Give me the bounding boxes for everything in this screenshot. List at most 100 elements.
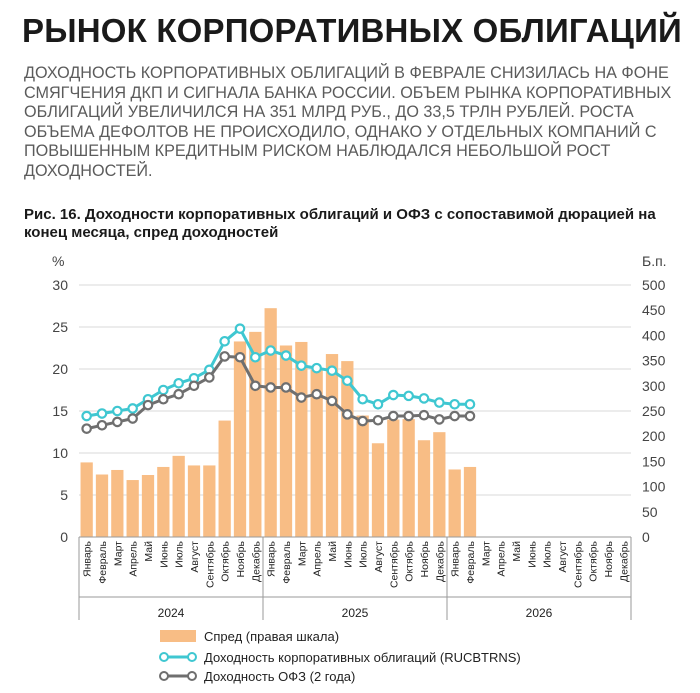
spread-bar (341, 361, 354, 537)
corporate-point (311, 362, 322, 374)
ofz-point (434, 414, 445, 425)
corporate-point (112, 405, 123, 417)
corporate-point (403, 390, 414, 402)
spread-bar (187, 465, 201, 537)
corporate-point (434, 397, 445, 408)
legend-label-spread: Спред (правая шкала) (204, 629, 339, 644)
month-label: Октябрь (220, 540, 232, 581)
spread-bar (433, 432, 446, 537)
right-tick-label: 450 (642, 302, 666, 318)
month-label: Май (143, 541, 155, 562)
month-label: Май (511, 541, 523, 562)
spread-bar (448, 469, 461, 537)
month-label: Январь (82, 540, 94, 577)
axes: 0510152025300501001502002503003504004505… (52, 253, 667, 620)
ofz-point (372, 414, 384, 426)
left-tick-label: 25 (52, 319, 68, 335)
ofz-point (464, 410, 476, 422)
ofz-point (188, 380, 200, 392)
spread-bar (371, 443, 385, 537)
ofz-point (265, 382, 276, 393)
month-label: Апрель (128, 540, 140, 576)
ofz-point (96, 419, 108, 431)
month-label: Сентябрь (388, 540, 400, 588)
ofz-point (250, 380, 261, 392)
month-label: Февраль (97, 540, 109, 583)
spread-bar (417, 440, 431, 537)
spread-bar (356, 415, 369, 537)
month-label: Ноябрь (419, 540, 431, 577)
month-label: Декабрь (434, 540, 446, 581)
spread-bar (172, 455, 185, 537)
spread-bar (233, 341, 247, 537)
corporate-point (234, 323, 246, 334)
right-tick-label: 350 (642, 353, 666, 369)
legend-marker-ofz (159, 671, 169, 681)
corporate-point (219, 335, 230, 347)
corporate-point (250, 351, 261, 363)
ofz-point (127, 413, 138, 424)
right-tick-label: 250 (642, 403, 666, 419)
right-axis-unit: Б.п. (642, 253, 667, 269)
corporate-point (357, 393, 368, 405)
year-label: 2024 (158, 606, 185, 620)
left-axis-unit: % (52, 253, 64, 269)
month-label: Сентябрь (572, 540, 584, 588)
month-label: Июль (358, 540, 370, 567)
month-label: Февраль (465, 540, 477, 583)
month-label: Май (327, 541, 339, 562)
spread-bar (264, 308, 277, 537)
ofz-point (388, 410, 399, 422)
spread-bar (80, 462, 93, 537)
spread-bar (218, 420, 231, 537)
spread-bar (402, 419, 415, 537)
spread-bar (141, 475, 155, 537)
corporate-point (265, 345, 276, 356)
spread-bar (279, 345, 293, 537)
spread-bar (126, 480, 139, 537)
month-label: Июнь (158, 540, 170, 567)
month-label: Август (557, 541, 569, 573)
spread-bar (463, 466, 477, 537)
ofz-point (296, 392, 307, 403)
ofz-point (311, 388, 322, 400)
spread-bar (111, 469, 124, 537)
left-tick-label: 5 (60, 487, 68, 503)
month-label: Август (189, 541, 201, 573)
legend-swatch-spread (160, 630, 196, 642)
ofz-point (280, 382, 292, 393)
spread-bars (80, 308, 477, 537)
month-label: Август (373, 541, 385, 573)
spread-bar (310, 369, 323, 537)
ofz-point (403, 410, 414, 422)
month-label: Ноябрь (235, 540, 247, 577)
ofz-point (112, 416, 123, 428)
month-label: Июль (542, 540, 554, 567)
ofz-point (326, 395, 338, 407)
month-label: Декабрь (250, 540, 262, 581)
legend-marker-corporate (159, 652, 169, 662)
corporate-point (81, 410, 92, 422)
spread-bar (157, 466, 170, 537)
spread-bar (295, 341, 308, 537)
corporate-point (372, 398, 384, 410)
right-tick-label: 50 (642, 504, 658, 520)
legend-marker-ofz (187, 671, 197, 681)
ofz-point (449, 410, 460, 422)
month-label: Апрель (312, 540, 324, 576)
right-tick-label: 150 (642, 453, 666, 469)
spread-bar (325, 354, 339, 537)
legend-label-ofz: Доходность ОФЗ (2 года) (204, 669, 355, 684)
month-label: Январь (450, 540, 462, 577)
lead-paragraph: ДОХОДНОСТЬ КОРПОРАТИВНЫХ ОБЛИГАЦИЙ В ФЕВ… (24, 64, 672, 180)
month-label: Ноябрь (603, 540, 615, 577)
month-label: Июль (174, 540, 186, 567)
month-label: Февраль (281, 540, 293, 583)
corporate-point (388, 389, 399, 401)
month-label: Январь (266, 540, 278, 577)
month-label: Октябрь (588, 540, 600, 581)
corporate-point (296, 360, 307, 371)
month-label: Июнь (342, 540, 354, 567)
corporate-point (326, 365, 338, 376)
